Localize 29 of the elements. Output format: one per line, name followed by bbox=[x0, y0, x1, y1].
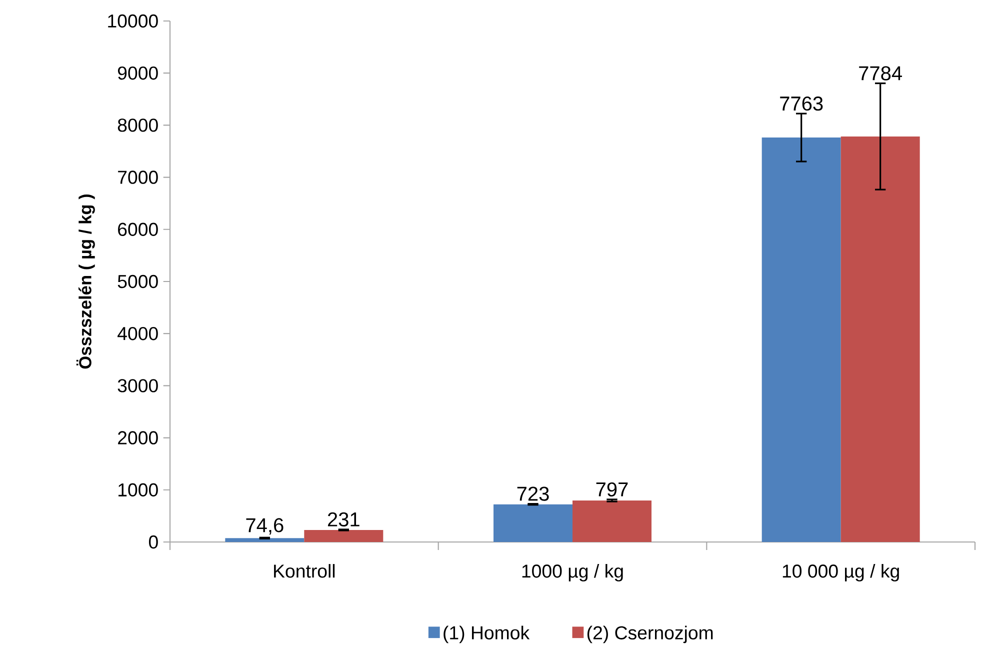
y-tick-label: 5000 bbox=[118, 274, 158, 288]
legend-label: (1) Homok bbox=[444, 626, 530, 644]
x-tick-label: 1000 µg / kg bbox=[522, 564, 623, 582]
y-tick-label: 10000 bbox=[108, 14, 158, 28]
y-tick-label: 9000 bbox=[118, 66, 158, 80]
y-tick-label: 6000 bbox=[118, 222, 158, 236]
y-tick-label: 0 bbox=[148, 535, 158, 549]
data-label: 231 bbox=[328, 512, 360, 526]
y-tick-label: 2000 bbox=[118, 431, 158, 444]
bar bbox=[225, 538, 304, 542]
bar bbox=[494, 504, 573, 542]
y-axis-title: Összszelén ( µg / kg ) bbox=[76, 194, 95, 369]
data-label: 797 bbox=[596, 482, 628, 496]
y-tick-label: 8000 bbox=[118, 118, 158, 132]
y-tick-label: 7000 bbox=[118, 170, 158, 184]
x-tick-label: Kontroll bbox=[274, 564, 335, 578]
data-label: 723 bbox=[517, 486, 549, 501]
x-tick-label: 10 000 µg / kg bbox=[782, 564, 899, 582]
bar bbox=[304, 530, 384, 542]
y-tick-label: 4000 bbox=[118, 326, 158, 340]
bar bbox=[840, 136, 920, 542]
y-tick-label: 3000 bbox=[118, 379, 158, 392]
bar bbox=[762, 138, 841, 542]
data-label: 7784 bbox=[859, 66, 902, 80]
y-tick-label: 1000 bbox=[118, 483, 158, 496]
bar bbox=[572, 500, 652, 542]
data-label: 74,6 bbox=[246, 518, 284, 535]
legend-label: (2) Csernozjom bbox=[587, 626, 713, 644]
data-label: 7763 bbox=[780, 96, 823, 111]
